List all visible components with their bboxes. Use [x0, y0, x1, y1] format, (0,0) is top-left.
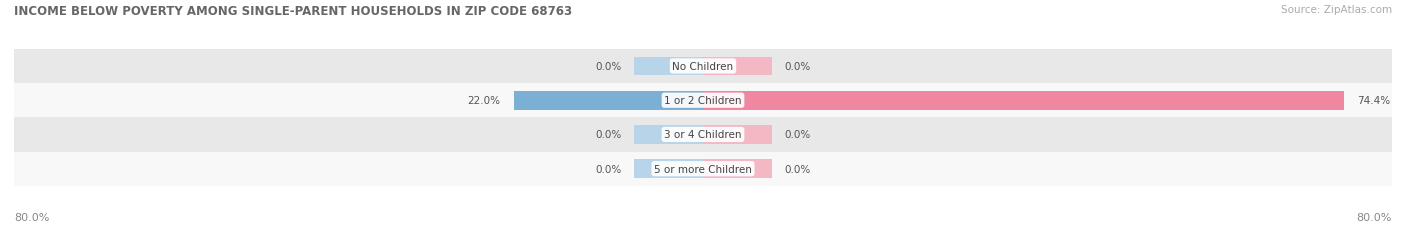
Bar — [703, 125, 772, 144]
Bar — [703, 160, 772, 178]
Bar — [14, 50, 1392, 84]
Bar — [513, 91, 703, 110]
Bar — [703, 91, 1344, 110]
Text: 0.0%: 0.0% — [785, 62, 811, 72]
Text: 0.0%: 0.0% — [595, 164, 621, 174]
Bar — [634, 160, 703, 178]
Text: 3 or 4 Children: 3 or 4 Children — [664, 130, 742, 140]
Text: 22.0%: 22.0% — [468, 96, 501, 106]
Bar — [634, 125, 703, 144]
Text: 74.4%: 74.4% — [1357, 96, 1389, 106]
Text: Source: ZipAtlas.com: Source: ZipAtlas.com — [1281, 5, 1392, 15]
Text: 80.0%: 80.0% — [1357, 212, 1392, 222]
Bar — [14, 152, 1392, 186]
Bar — [634, 57, 703, 76]
Bar — [703, 57, 772, 76]
Text: INCOME BELOW POVERTY AMONG SINGLE-PARENT HOUSEHOLDS IN ZIP CODE 68763: INCOME BELOW POVERTY AMONG SINGLE-PARENT… — [14, 5, 572, 18]
Text: 1 or 2 Children: 1 or 2 Children — [664, 96, 742, 106]
Text: 0.0%: 0.0% — [785, 130, 811, 140]
Text: 0.0%: 0.0% — [785, 164, 811, 174]
Text: 5 or more Children: 5 or more Children — [654, 164, 752, 174]
Text: No Children: No Children — [672, 62, 734, 72]
Text: 80.0%: 80.0% — [14, 212, 49, 222]
Bar — [14, 84, 1392, 118]
Bar — [14, 118, 1392, 152]
Text: 0.0%: 0.0% — [595, 130, 621, 140]
Text: 0.0%: 0.0% — [595, 62, 621, 72]
